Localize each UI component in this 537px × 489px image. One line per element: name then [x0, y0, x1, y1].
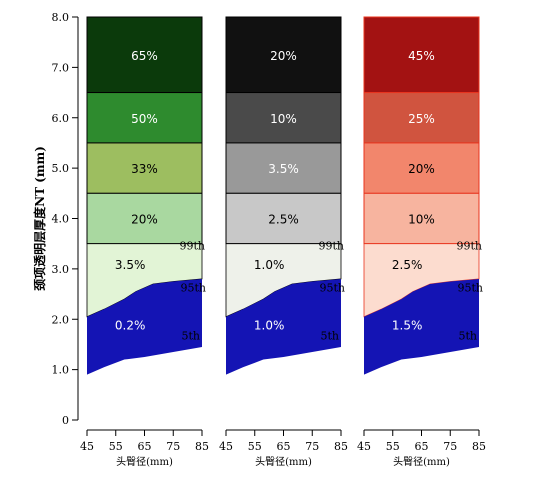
y-tick-label: 1.0	[52, 364, 70, 377]
y-tick-label: 0	[62, 414, 69, 427]
risk-band	[225, 92, 342, 144]
above-95th-risk-label: 3.5%	[115, 258, 146, 272]
band-risk-label: 20%	[131, 213, 158, 227]
x-tick-label: 65	[277, 440, 291, 453]
risk-band	[86, 92, 203, 144]
x-tick-label: 65	[138, 440, 152, 453]
x-tick-label: 75	[305, 440, 319, 453]
x-tick-label: 65	[415, 440, 429, 453]
y-tick-label: 7.0	[52, 61, 70, 74]
x-axis-title: 头臀径(mm)	[393, 455, 450, 468]
band-95th-to-99th	[363, 243, 480, 318]
x-tick-label: 45	[357, 440, 371, 453]
y-tick-label: 3.0	[52, 263, 70, 276]
band-risk-label: 10%	[270, 112, 297, 126]
x-tick-label: 55	[386, 440, 400, 453]
curve-label-5th: 5th	[320, 329, 339, 342]
band-risk-label: 2.5%	[268, 213, 299, 227]
band-risk-label: 3.5%	[268, 162, 299, 176]
x-tick-label: 85	[195, 440, 209, 453]
risk-band	[225, 192, 342, 245]
curve-label-5th: 5th	[181, 329, 200, 342]
x-tick-label: 75	[166, 440, 180, 453]
band-risk-label: 25%	[408, 112, 435, 126]
band-5th-to-95th	[87, 278, 202, 375]
above-95th-risk-label: 2.5%	[392, 258, 423, 272]
risk-band	[225, 142, 342, 194]
curve-label-95th: 95th	[457, 282, 483, 295]
x-tick-label: 55	[109, 440, 123, 453]
x-tick-label: 85	[472, 440, 486, 453]
above-95th-risk-label: 1.0%	[254, 258, 285, 272]
curve-label-99th: 99th	[179, 240, 205, 253]
risk-band	[86, 192, 203, 245]
x-tick-label: 85	[334, 440, 348, 453]
x-tick-label: 55	[248, 440, 262, 453]
curve-label-99th: 99th	[318, 240, 344, 253]
y-tick-label: 2.0	[52, 313, 70, 326]
band-risk-label: 33%	[131, 162, 158, 176]
curve-label-99th: 99th	[456, 240, 482, 253]
band-5th-to-95th	[226, 278, 341, 375]
band-risk-label: 65%	[131, 49, 158, 63]
x-axis-title: 头臀径(mm)	[116, 455, 173, 468]
y-axis-title: 颈项透明层厚度NT (mm)	[32, 146, 47, 292]
risk-band	[225, 16, 342, 94]
x-axis-title: 头臀径(mm)	[255, 455, 312, 468]
band-95th-to-99th	[225, 243, 342, 318]
band-risk-label: 45%	[408, 49, 435, 63]
curve-label-5th: 5th	[458, 329, 477, 342]
band-95th-to-99th	[86, 243, 203, 318]
below-95th-risk-label: 1.5%	[392, 318, 423, 332]
curve-label-95th: 95th	[319, 282, 345, 295]
y-tick-label: 6.0	[52, 112, 70, 125]
band-risk-label: 20%	[408, 162, 435, 176]
x-tick-label: 75	[443, 440, 457, 453]
below-95th-risk-label: 1.0%	[254, 318, 285, 332]
y-tick-label: 8.0	[52, 11, 70, 24]
x-tick-label: 45	[219, 440, 233, 453]
risk-band	[86, 16, 203, 94]
band-risk-label: 20%	[270, 49, 297, 63]
y-tick-label: 5.0	[52, 162, 70, 175]
band-5th-to-95th	[364, 278, 479, 375]
band-risk-label: 10%	[408, 213, 435, 227]
band-risk-label: 50%	[131, 112, 158, 126]
risk-band	[363, 192, 480, 245]
y-tick-label: 4.0	[52, 213, 70, 226]
curve-label-95th: 95th	[180, 282, 206, 295]
below-95th-risk-label: 0.2%	[115, 318, 146, 332]
x-tick-label: 45	[80, 440, 94, 453]
